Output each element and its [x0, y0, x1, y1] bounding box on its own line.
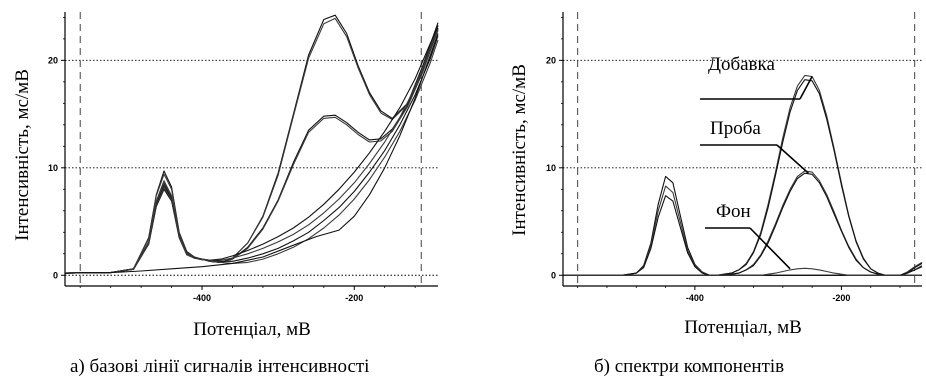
chart-b-ticks: 0 10 20 -400 -200: [546, 16, 901, 303]
chart-a-grid: [65, 12, 438, 286]
chart-b-series: [563, 74, 923, 276]
x-tick-label-1: -200: [832, 293, 850, 303]
y-tick-label-2: 20: [546, 55, 556, 65]
chart-b-annotations: Добавка Проба Фон: [700, 54, 813, 270]
annotation-label-2: Фон: [716, 201, 751, 222]
chart-a-ylabel: Інтенсивність, мс/мВ: [12, 69, 33, 241]
series-line-6: [563, 172, 923, 276]
chart-a-ticks: 0 10 20 -400 -200: [48, 16, 416, 303]
series-line-1: [563, 185, 922, 276]
series-line-1: [64, 17, 439, 274]
series-line-3: [64, 29, 439, 274]
chart-b-ylabel: Інтенсивність, мс/мВ: [509, 64, 530, 236]
series-line-0: [563, 175, 922, 276]
series-line-4: [64, 25, 439, 274]
x-tick-label-0: -400: [193, 293, 211, 303]
y-tick-label-0: 0: [551, 270, 556, 280]
chart-a-xlabel: Потенціал, мВ: [193, 319, 311, 340]
caption-a: а) базові лінії сигналів інтенсивності: [70, 356, 369, 377]
chart-b: 0 10 20 -400 -200 Добавка Проба Фон Потенціал,…: [509, 12, 923, 338]
x-tick-label-0: -400: [686, 293, 704, 303]
series-line-5: [64, 30, 439, 274]
caption-b: б) спектри компонентів: [594, 356, 784, 377]
annotation-leader-d-0: [799, 76, 813, 100]
annotation-leader-d-1: [776, 144, 809, 174]
x-tick-label-1: -200: [345, 293, 363, 303]
series-line-7: [563, 267, 922, 276]
y-tick-label-1: 10: [48, 163, 58, 173]
series-line-3: [563, 74, 923, 276]
chart-a-series: [64, 14, 439, 274]
series-line-5: [563, 170, 923, 276]
y-tick-label-1: 10: [546, 163, 556, 173]
y-tick-label-0: 0: [53, 270, 58, 280]
chart-b-axes: [562, 12, 922, 287]
annotation-label-1: Проба: [710, 118, 761, 139]
annotation-leader-d-2: [749, 227, 791, 270]
series-line-7: [64, 39, 439, 274]
y-tick-label-2: 20: [48, 55, 58, 65]
chart-a: 0 10 20 -400 -200 Потенціал, мВ Інтенсивніст…: [12, 12, 439, 340]
series-line-8: [64, 33, 439, 274]
series-line-0: [64, 14, 439, 274]
chart-b-xlabel: Потенціал, мВ: [684, 317, 802, 338]
chart-a-axes: [64, 12, 438, 287]
annotation-label-0: Добавка: [708, 54, 775, 75]
series-line-4: [563, 79, 923, 276]
